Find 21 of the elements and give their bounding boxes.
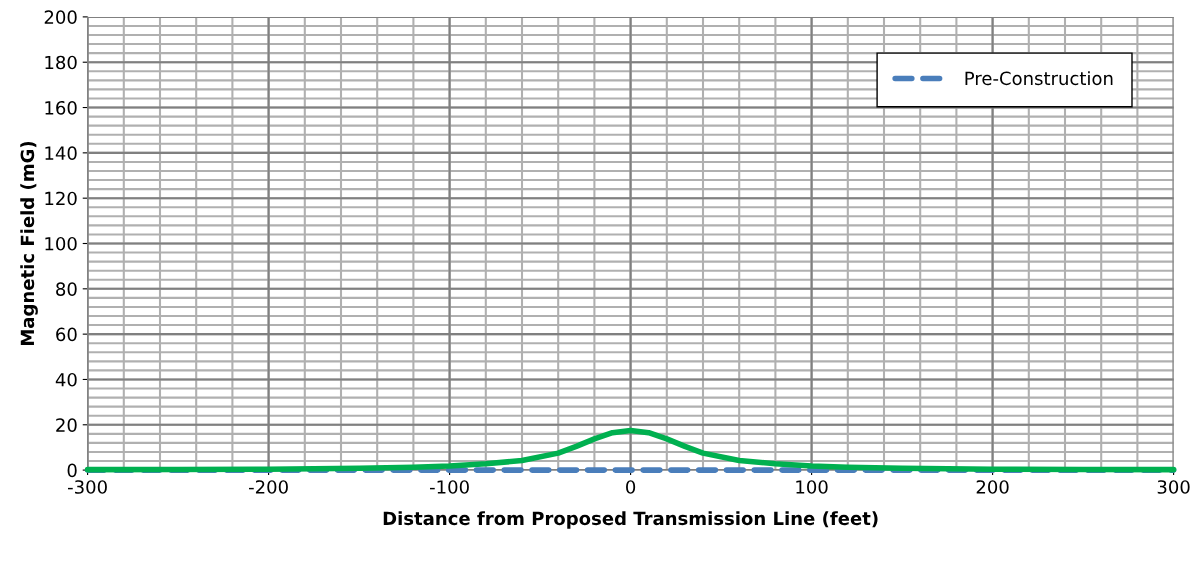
x-axis-title: Distance from Proposed Transmission Line (feet) — [383, 511, 878, 529]
y-tick-label: 200 — [44, 10, 77, 25]
y-tick-label: 80 — [56, 282, 77, 296]
y-tick-label: 0 — [67, 463, 77, 478]
x-tick-label: 100 — [796, 480, 828, 494]
x-tick-label: -200 — [248, 480, 288, 494]
y-tick-label: 180 — [45, 55, 77, 70]
y-tick-label: 120 — [45, 191, 77, 206]
x-tick-label: 300 — [1157, 480, 1190, 494]
y-tick-label: 100 — [45, 236, 77, 251]
legend-label: Pre-Construction — [965, 71, 1113, 86]
y-tick-label: 160 — [45, 100, 77, 115]
x-tick-label: 200 — [976, 480, 1009, 494]
y-tick-label: 60 — [56, 327, 77, 342]
y-tick-label: 140 — [45, 146, 77, 160]
x-tick-label: 0 — [626, 480, 636, 494]
y-axis-title: Magnetic Field (mG) — [20, 141, 38, 345]
x-tick-label: -100 — [429, 480, 469, 494]
x-tick-label: -300 — [67, 480, 107, 494]
y-tick-label: 40 — [55, 372, 77, 387]
y-tick-label: 20 — [56, 418, 77, 432]
